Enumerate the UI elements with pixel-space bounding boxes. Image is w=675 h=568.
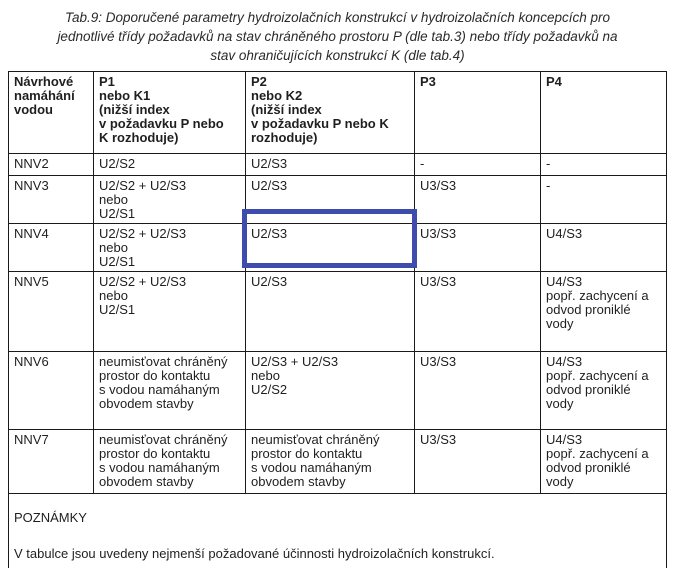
row-label-nnv3: NNV3 bbox=[8, 175, 94, 224]
row-label-nnv2: NNV2 bbox=[8, 153, 94, 176]
cell-nnv2-p3: - bbox=[414, 153, 541, 176]
cell-nnv5-p2: U2/S3 bbox=[245, 271, 415, 352]
col-header-p4: P4 bbox=[540, 71, 667, 154]
cell-nnv3-p1: U2/S2 + U2/S3 nebo U2/S1 bbox=[93, 175, 246, 224]
table-row-nnv4: NNV4 U2/S2 + U2/S3 nebo U2/S1 U2/S3 U3/S… bbox=[8, 223, 667, 272]
cell-nnv5-p4: U4/S3 popř. zachycení a odvod proniklé v… bbox=[540, 271, 667, 352]
cell-nnv5-p3: U3/S3 bbox=[414, 271, 541, 352]
col-header-p2: P2 nebo K2 (nižší index v požadavku P ne… bbox=[245, 71, 415, 154]
cell-nnv3-p4: - bbox=[540, 175, 667, 224]
row-label-nnv7: NNV7 bbox=[8, 429, 94, 494]
col-header-p1: P1 nebo K1 (nižší index v požadavku P ne… bbox=[93, 71, 246, 154]
table-caption: Tab.9: Doporučené parametry hydroizolačn… bbox=[57, 10, 618, 63]
cell-nnv6-p2: U2/S3 + U2/S3 nebo U2/S2 bbox=[245, 351, 415, 430]
row-label-nnv4: NNV4 bbox=[8, 223, 94, 272]
table-row-nnv2: NNV2 U2/S2 U2/S3 - - bbox=[8, 153, 667, 176]
cell-nnv4-p2-highlighted: U2/S3 bbox=[245, 223, 415, 272]
notes-heading: POZNÁMKY bbox=[14, 510, 87, 525]
col-header-p3: P3 bbox=[414, 71, 541, 154]
cell-nnv3-p3: U3/S3 bbox=[414, 175, 541, 224]
cell-nnv2-p1: U2/S2 bbox=[93, 153, 246, 176]
cell-nnv2-p4: - bbox=[540, 153, 667, 176]
table-row-nnv3: NNV3 U2/S2 + U2/S3 nebo U2/S1 U2/S3 U3/S… bbox=[8, 175, 667, 224]
table-row-nnv7: NNV7 neumisťovat chráněný prostor do kon… bbox=[8, 429, 667, 494]
cell-nnv7-p4: U4/S3 popř. zachycení a odvod proniklé v… bbox=[540, 429, 667, 494]
cell-nnv6-p3: U3/S3 bbox=[414, 351, 541, 430]
cell-nnv7-p2: neumisťovat chráněný prostor do kontaktu… bbox=[245, 429, 415, 494]
parameters-table: Návrhové namáhání vodou P1 nebo K1 (nižš… bbox=[8, 71, 667, 568]
cell-nnv4-p3: U3/S3 bbox=[414, 223, 541, 272]
col-header-navrhove-namahani: Návrhové namáhání vodou bbox=[8, 71, 94, 154]
notes-row: POZNÁMKY V tabulce jsou uvedeny nejmenší… bbox=[8, 493, 667, 568]
notes-cell: POZNÁMKY V tabulce jsou uvedeny nejmenší… bbox=[8, 493, 667, 568]
cell-nnv7-p1: neumisťovat chráněný prostor do kontaktu… bbox=[93, 429, 246, 494]
table-row-nnv6: NNV6 neumisťovat chráněný prostor do kon… bbox=[8, 351, 667, 430]
header-row: Návrhové namáhání vodou P1 nebo K1 (nižš… bbox=[8, 71, 667, 154]
row-label-nnv6: NNV6 bbox=[8, 351, 94, 430]
note-line-1: V tabulce jsou uvedeny nejmenší požadova… bbox=[14, 546, 495, 561]
cell-nnv4-p1: U2/S2 + U2/S3 nebo U2/S1 bbox=[93, 223, 246, 272]
cell-nnv3-p2: U2/S3 bbox=[245, 175, 415, 224]
cell-nnv7-p3: U3/S3 bbox=[414, 429, 541, 494]
row-label-nnv5: NNV5 bbox=[8, 271, 94, 352]
cell-nnv6-p4: U4/S3 popř. zachycení a odvod proniklé v… bbox=[540, 351, 667, 430]
table-row-nnv5: NNV5 U2/S2 + U2/S3 nebo U2/S1 U2/S3 U3/S… bbox=[8, 271, 667, 352]
cell-nnv4-p4: U4/S3 bbox=[540, 223, 667, 272]
cell-nnv6-p1: neumisťovat chráněný prostor do kontaktu… bbox=[93, 351, 246, 430]
cell-nnv2-p2: U2/S3 bbox=[245, 153, 415, 176]
cell-nnv5-p1: U2/S2 + U2/S3 nebo U2/S1 bbox=[93, 271, 246, 352]
